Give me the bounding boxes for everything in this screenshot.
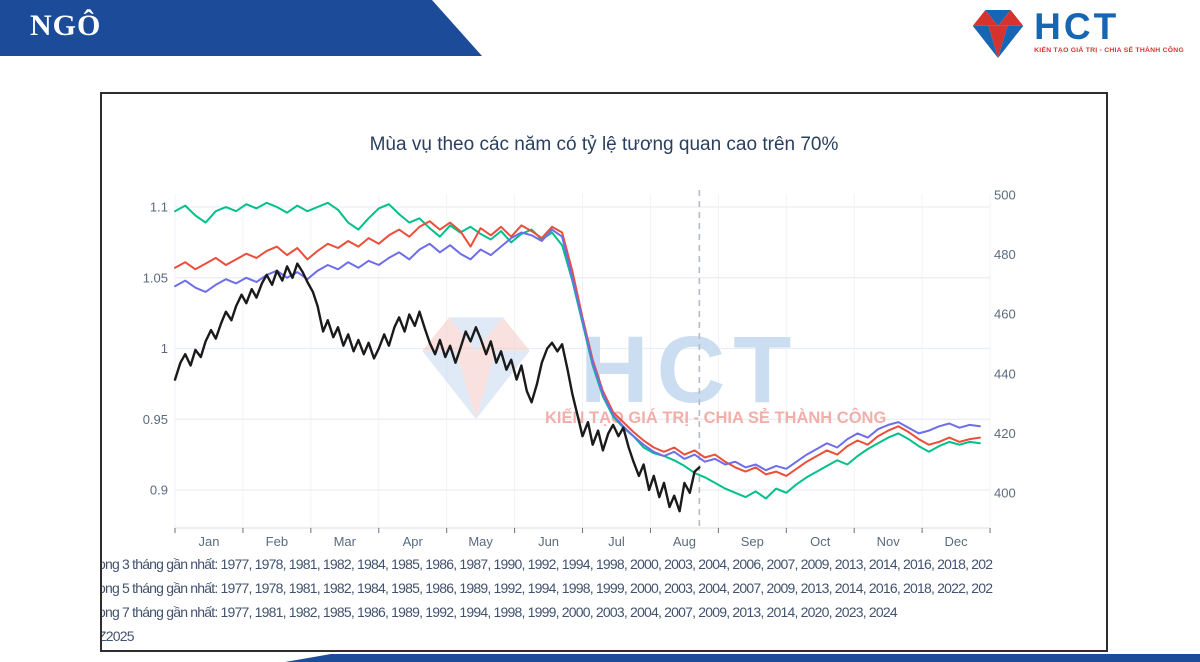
svg-text:KIẾN TẠO GIÁ TRỊ - CHIA SẺ THÀ: KIẾN TẠO GIÁ TRỊ - CHIA SẺ THÀNH CÔNG (545, 408, 886, 427)
svg-text:500: 500 (994, 188, 1016, 203)
correlation-years-footnotes: ong 3 tháng gần nhất: 1977, 1978, 1981, … (100, 552, 993, 648)
svg-text:Oct: Oct (810, 534, 831, 549)
svg-text:Nov: Nov (877, 534, 901, 549)
svg-text:0.95: 0.95 (143, 412, 168, 427)
svg-text:440: 440 (994, 366, 1016, 381)
svg-text:460: 460 (994, 307, 1016, 322)
series-seasonal-avg-red (174, 220, 981, 477)
brand-diamond-icon (972, 10, 1024, 58)
svg-text:420: 420 (994, 426, 1016, 441)
svg-text:Jun: Jun (538, 534, 559, 549)
header-banner (0, 0, 482, 56)
svg-text:480: 480 (994, 247, 1016, 262)
footer-bar (285, 654, 1200, 662)
svg-text:1: 1 (161, 341, 168, 356)
svg-text:Jul: Jul (608, 534, 625, 549)
chart-card: Mùa vụ theo các năm có tỷ lệ tương quan … (100, 92, 1108, 652)
svg-text:1.1: 1.1 (150, 200, 168, 215)
chart-title: Mùa vụ theo các năm có tỷ lệ tương quan … (369, 134, 839, 155)
svg-text:HCT: HCT (580, 317, 799, 423)
brand-tagline: KIẾN TẠO GIÁ TRỊ - CHIA SẺ THÀNH CÔNG (1034, 47, 1184, 54)
svg-text:Dec: Dec (945, 534, 969, 549)
svg-text:Sep: Sep (741, 534, 764, 549)
svg-text:May: May (468, 534, 493, 549)
brand-name: HCT (1034, 6, 1120, 47)
footnote-7-month: ong 7 tháng gần nhất: 1977, 1981, 1982, … (100, 604, 898, 620)
brand-logo: HCT KIẾN TẠO GIÁ TRỊ - CHIA SẺ THÀNH CÔN… (971, 6, 1184, 59)
footnote-contract-label: Z2025 (100, 628, 135, 644)
footnote-3-month: ong 3 tháng gần nhất: 1977, 1978, 1981, … (100, 556, 993, 572)
svg-text:0.9: 0.9 (150, 483, 168, 498)
footnote-5-month: ong 5 tháng gần nhất: 1977, 1978, 1981, … (100, 580, 993, 596)
series-seasonal-avg-blue (174, 228, 981, 472)
svg-text:Apr: Apr (403, 534, 424, 549)
svg-text:Mar: Mar (334, 534, 357, 549)
svg-text:1.05: 1.05 (143, 270, 168, 285)
page-title: NGÔ (30, 9, 102, 42)
svg-text:400: 400 (994, 486, 1016, 501)
svg-text:Jan: Jan (198, 534, 219, 549)
series-Z2025-black (173, 262, 701, 513)
svg-text:Aug: Aug (673, 534, 696, 549)
svg-text:Feb: Feb (266, 534, 288, 549)
series-seasonal-avg-green (174, 201, 981, 500)
